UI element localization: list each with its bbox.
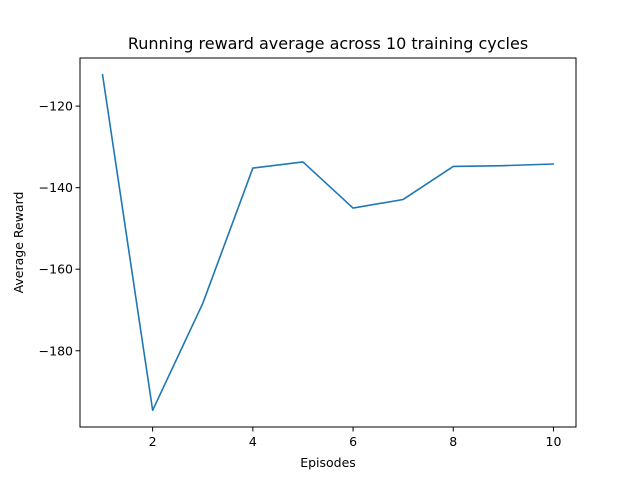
series-line (101, 73, 555, 412)
y-tick-label: −180 (39, 343, 73, 358)
x-tick-label: 6 (349, 434, 357, 449)
x-axis-label: Episodes (300, 455, 356, 470)
y-tick-label: −120 (39, 99, 73, 114)
series-layer (101, 73, 555, 412)
plot-frame (79, 57, 577, 428)
x-axis-ticks: 2 4 6 8 10 (149, 427, 562, 449)
x-tick-label: 10 (546, 434, 562, 449)
y-axis-label: Average Reward (11, 192, 26, 294)
x-tick-label: 8 (449, 434, 457, 449)
y-tick-label: −160 (39, 262, 73, 277)
y-tick-label: −140 (39, 180, 73, 195)
y-axis-ticks: −180 −160 −140 −120 (39, 99, 80, 358)
x-tick-label: 2 (149, 434, 157, 449)
x-tick-label: 4 (249, 434, 257, 449)
chart-title: Running reward average across 10 trainin… (128, 34, 528, 53)
